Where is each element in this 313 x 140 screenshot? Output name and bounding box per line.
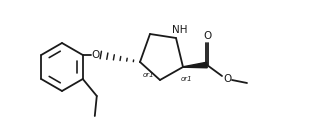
Text: or1: or1 (181, 76, 192, 82)
Polygon shape (183, 62, 207, 68)
Text: or1: or1 (143, 72, 155, 78)
Text: NH: NH (172, 25, 188, 35)
Text: O: O (92, 50, 100, 60)
Text: O: O (203, 31, 211, 41)
Text: O: O (223, 74, 231, 84)
